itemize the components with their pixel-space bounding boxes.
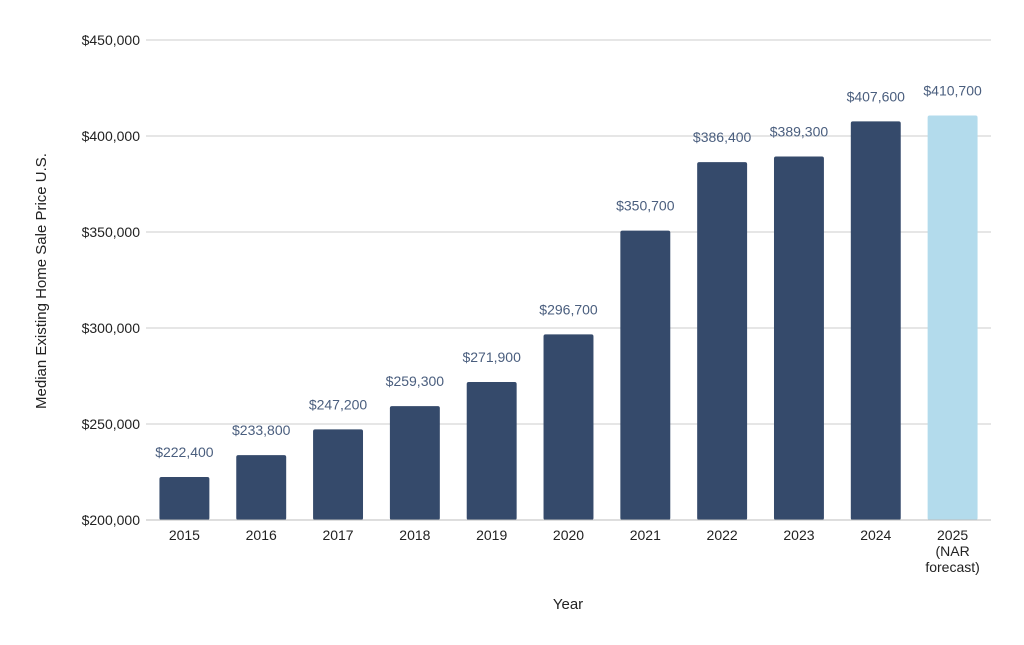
bar — [236, 455, 287, 520]
y-tick-label: $450,000 — [82, 32, 141, 48]
data-label: $350,700 — [616, 198, 675, 214]
data-label: $222,400 — [155, 444, 214, 460]
bar — [697, 162, 748, 520]
x-axis-title: Year — [553, 596, 583, 613]
x-tick-label: 2015 — [169, 527, 200, 543]
bar — [159, 476, 210, 520]
bar — [313, 429, 364, 520]
bar — [466, 381, 517, 520]
data-label: $271,900 — [462, 349, 521, 365]
data-label: $233,800 — [232, 422, 291, 438]
y-tick-label: $300,000 — [82, 320, 141, 336]
bars — [159, 115, 978, 521]
y-tick-label: $200,000 — [82, 512, 141, 528]
x-tick-label: 2024 — [860, 527, 891, 543]
y-tick-label: $400,000 — [82, 128, 141, 144]
y-axis-title: Median Existing Home Sale Price U.S. — [33, 153, 50, 409]
data-label: $410,700 — [923, 82, 982, 98]
x-tick-label: 2018 — [399, 527, 430, 543]
data-labels: $222,400 $233,800 $247,200 $259,300 $271,900… — [155, 82, 982, 460]
bar — [850, 121, 901, 521]
y-tick-label: $350,000 — [82, 224, 141, 240]
y-axis-tick-labels: $200,000 $250,000 $300,000 $350,000 $400,000… — [82, 32, 141, 528]
x-tick-label: 2023 — [783, 527, 814, 543]
data-label: $389,300 — [770, 124, 829, 140]
x-tick-label: 2022 — [707, 527, 738, 543]
x-axis-tick-labels: 2015 2016 2017 2018 2019 2020 2021 2022 2023 2024… — [169, 527, 980, 575]
data-label: $407,600 — [847, 88, 906, 104]
data-label: $247,200 — [309, 396, 368, 412]
bar — [543, 334, 594, 520]
x-tick-label: 2021 — [630, 527, 661, 543]
data-label: $259,300 — [386, 373, 445, 389]
bar — [773, 156, 824, 520]
x-tick-label: 2016 — [246, 527, 277, 543]
x-tick-label: 2025 (NAR forecast) — [925, 527, 979, 575]
x-tick-label: 2019 — [476, 527, 507, 543]
x-tick-label: 2017 — [322, 527, 353, 543]
bar — [927, 115, 978, 521]
gridlines — [146, 39, 991, 425]
data-label: $296,700 — [539, 301, 598, 317]
bar — [389, 406, 440, 520]
y-tick-label: $250,000 — [82, 416, 141, 432]
x-tick-label: 2020 — [553, 527, 584, 543]
bar — [620, 230, 671, 520]
data-label: $386,400 — [693, 129, 752, 145]
